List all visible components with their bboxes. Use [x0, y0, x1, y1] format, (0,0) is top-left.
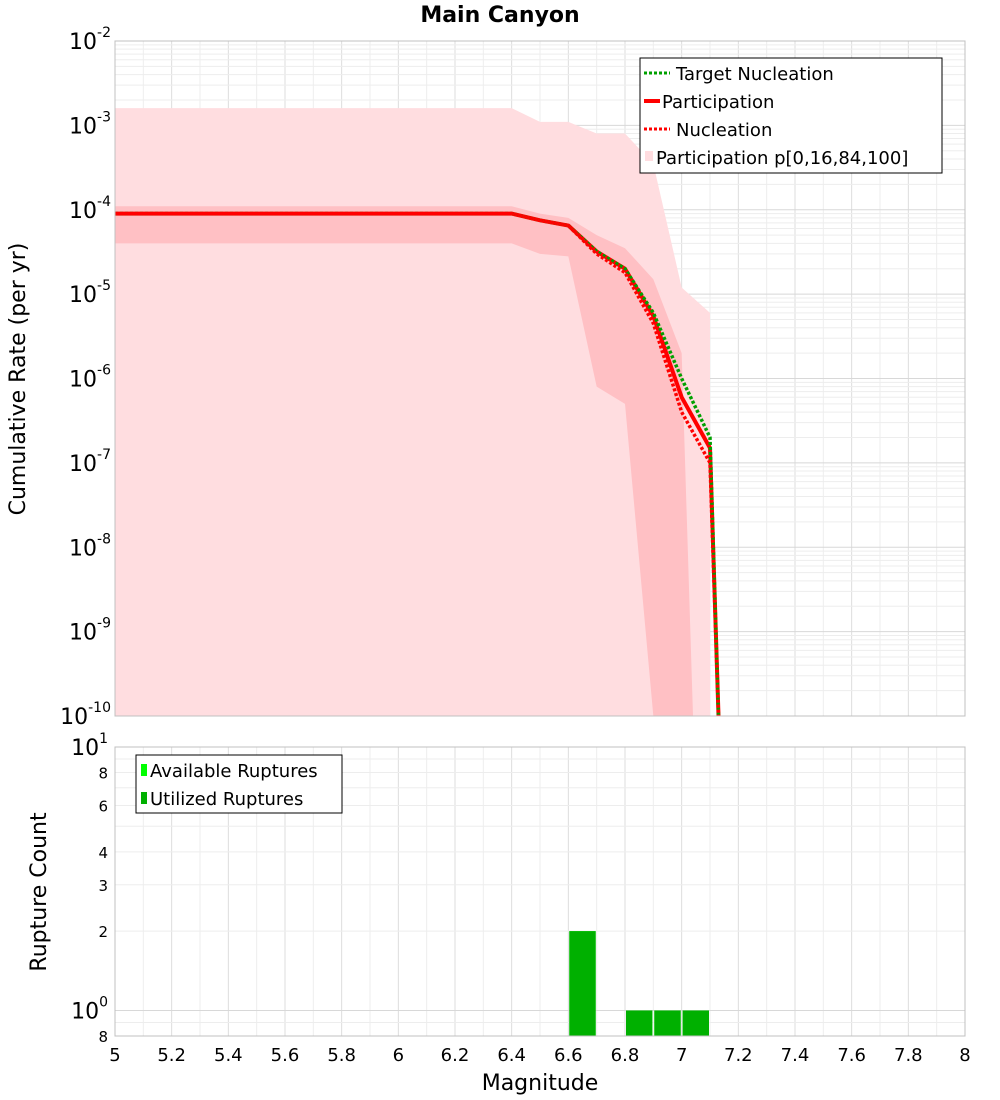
x-tick-label: 5.2: [157, 1045, 186, 1066]
participation-band-outer: [115, 108, 710, 717]
bottom-chart-x-axis-label: Magnitude: [482, 1071, 599, 1096]
x-tick-label: 6.8: [611, 1045, 640, 1066]
y-tick-label: 10-3: [69, 109, 111, 139]
top-chart-lines: [115, 211, 721, 717]
bottom-chart-y-axis-label: Rupture Count: [27, 812, 52, 972]
y-tick-label: 10-9: [69, 616, 111, 646]
series-line-nucleation: [115, 211, 721, 717]
x-tick-label: 7.6: [837, 1045, 866, 1066]
x-tick-label: 6.6: [554, 1045, 583, 1066]
top-chart-bands: [115, 108, 710, 717]
y-tick-label: 10-7: [69, 447, 111, 477]
y-tick-label: 10-8: [69, 531, 111, 561]
y-tick-label: 4: [98, 844, 108, 862]
x-tick-label: 6.2: [441, 1045, 470, 1066]
top-chart-y-ticks: 10-2 10-3 10-4 10-5 10-6 10-7 10-8 10-9 10-10: [60, 25, 111, 730]
legend-label-available-ruptures: Available Ruptures: [150, 761, 318, 782]
x-tick-label: 7.2: [724, 1045, 753, 1066]
x-tick-label: 8: [959, 1045, 970, 1066]
bar-utilized-ruptures: [654, 1010, 681, 1036]
top-plot-frame: [114, 40, 966, 717]
top-chart-legend: Target Nucleation Participation Nucleati…: [639, 57, 943, 174]
y-tick-label: 10-2: [69, 25, 111, 55]
x-tick-label: 7.4: [781, 1045, 810, 1066]
y-tick-label: 6: [98, 797, 108, 815]
x-tick-label: 7: [676, 1045, 687, 1066]
y-tick-label: 2: [98, 923, 108, 941]
top-chart-title: Main Canyon: [420, 3, 579, 28]
legend-swatch-participation-band: [645, 151, 653, 161]
legend-label-utilized-ruptures: Utilized Ruptures: [150, 789, 303, 810]
x-tick-label: 5.4: [214, 1045, 243, 1066]
x-tick-label: 6.4: [497, 1045, 526, 1066]
legend-label-target-nucleation: Target Nucleation: [675, 64, 834, 85]
x-tick-label: 5: [109, 1045, 120, 1066]
y-tick-label: 3: [98, 877, 108, 895]
legend-label-participation-band: Participation p[0,16,84,100]: [656, 148, 908, 169]
legend-label-participation: Participation: [662, 92, 774, 113]
y-tick-label: 10-4: [69, 194, 111, 224]
y-tick-label: 101: [71, 731, 108, 761]
top-chart-y-axis-label: Cumulative Rate (per yr): [6, 243, 31, 516]
legend-swatch-available-ruptures: [141, 764, 147, 776]
bar-utilized-ruptures: [682, 1010, 709, 1036]
y-tick-label: 8: [98, 1028, 108, 1046]
bar-utilized-ruptures: [626, 1010, 653, 1036]
legend-label-nucleation: Nucleation: [676, 120, 772, 141]
bottom-chart-bars: [569, 931, 709, 1036]
y-tick-label: 10-10: [60, 700, 111, 730]
x-tick-label: 6: [393, 1045, 404, 1066]
y-tick-label: 10-6: [69, 363, 111, 393]
bottom-chart-legend: Available Ruptures Utilized Ruptures: [135, 754, 343, 814]
x-tick-label: 5.8: [327, 1045, 356, 1066]
y-tick-label: 10-5: [69, 278, 111, 308]
bottom-chart-y-ticks: 101 8 6 4 3 2 100 8: [71, 731, 108, 1046]
y-tick-label: 100: [71, 994, 108, 1024]
legend-swatch-utilized-ruptures: [141, 792, 147, 804]
bottom-plot-frame: [114, 746, 966, 1037]
bar-utilized-ruptures: [569, 931, 596, 1036]
y-tick-label: 8: [98, 765, 108, 783]
x-tick-label: 7.8: [894, 1045, 923, 1066]
bottom-chart-x-ticks: 5 5.2 5.4 5.6 5.8 6 6.2 6.4 6.6 6.8 7 7.2 7.4 7.6 7.8 8: [109, 1045, 970, 1066]
x-tick-label: 5.6: [271, 1045, 300, 1066]
